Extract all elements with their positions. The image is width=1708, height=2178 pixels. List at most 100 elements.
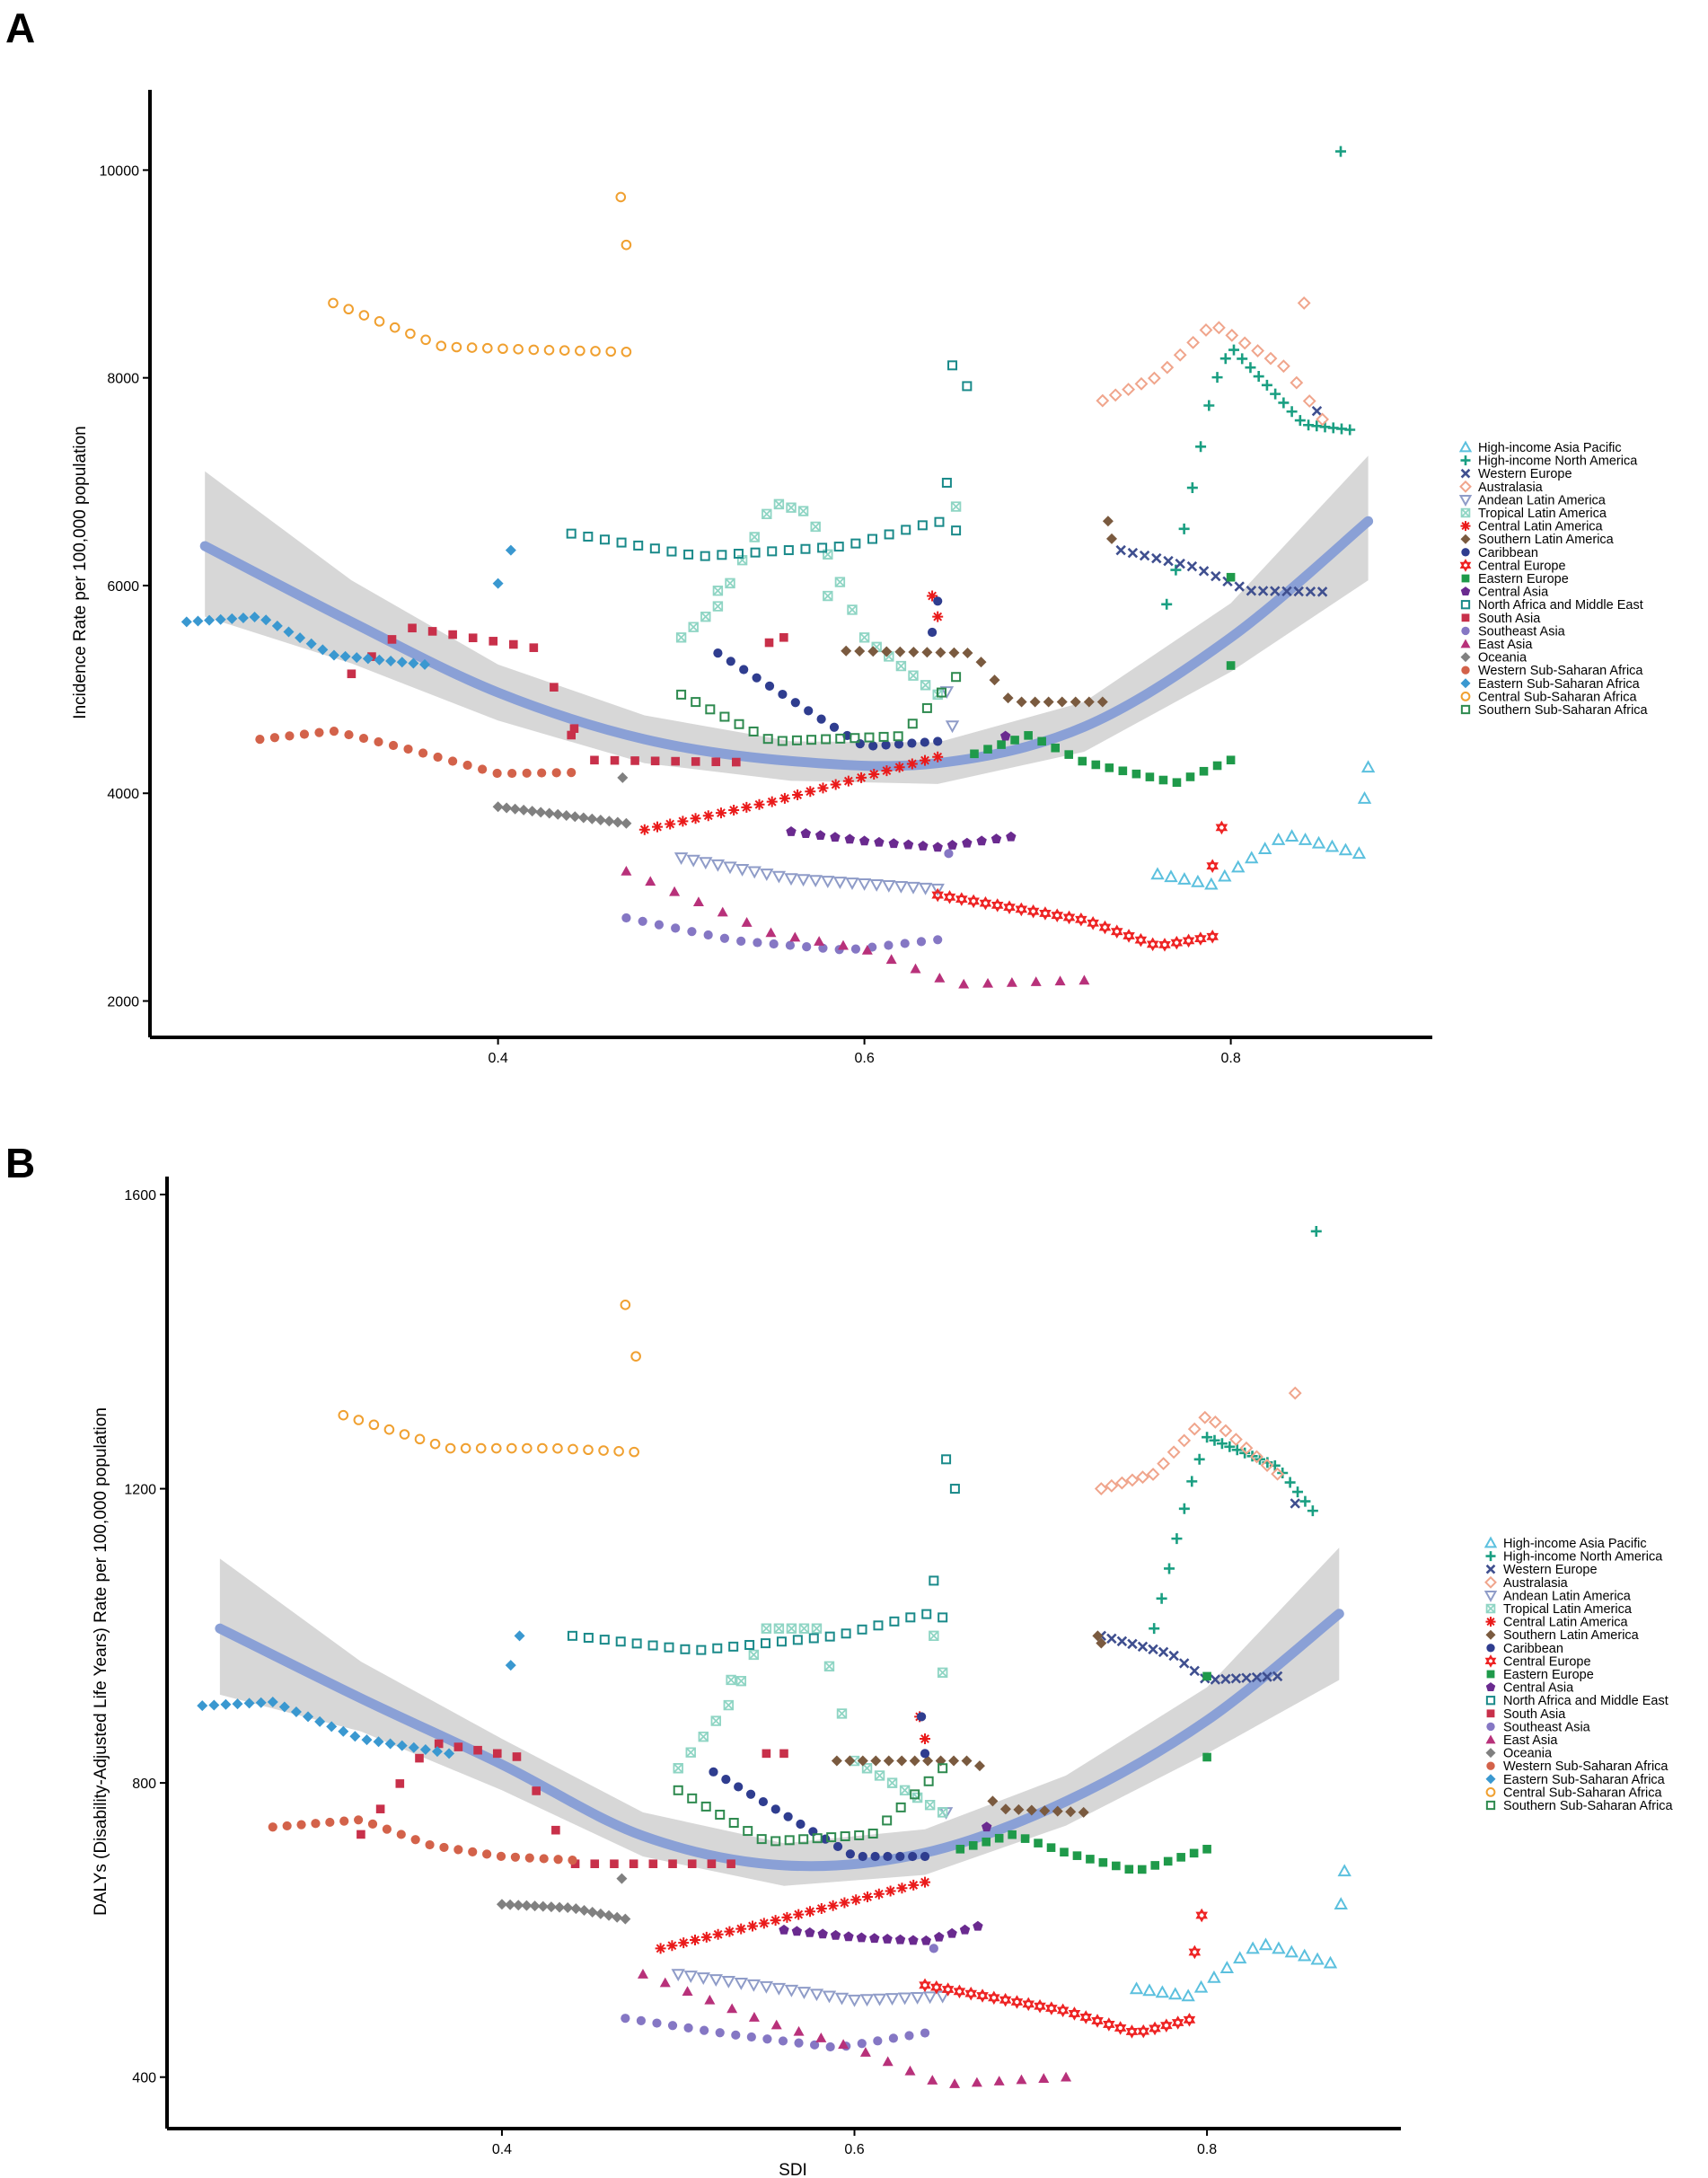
point-southern-latin-america [961, 1755, 973, 1767]
point-oceania [521, 1900, 533, 1911]
point-central-europe [1015, 902, 1028, 917]
y-tick-label: 1600 [124, 1188, 156, 1204]
point-australasia [1225, 328, 1239, 342]
point-tropical-latin-america [723, 1699, 735, 1711]
point-high-income-north-america [1270, 388, 1281, 400]
point-east-asia [1054, 975, 1066, 986]
point-southeast-asia [667, 2021, 678, 2031]
point-eastern-europe [1202, 1845, 1211, 1854]
point-central-latin-america [781, 1911, 793, 1923]
point-central-latin-america [715, 807, 726, 819]
point-central-latin-america [779, 792, 790, 804]
point-southern-latin-america [1083, 696, 1095, 708]
point-high-income-asia-pacific [1357, 790, 1372, 804]
point-central-latin-america [702, 810, 714, 822]
point-central-sub-saharan-africa [399, 1429, 410, 1440]
point-high-income-north-america [1219, 353, 1231, 365]
legend-key-caribbean [1486, 1644, 1495, 1653]
point-southern-latin-america [881, 646, 893, 657]
point-southern-sub-saharan-africa [728, 1818, 739, 1829]
point-southeast-asia [687, 927, 697, 937]
point-australasia [1157, 1457, 1171, 1471]
point-southern-sub-saharan-africa [812, 1833, 823, 1844]
point-north-africa-and-middle-east [616, 537, 627, 548]
point-andean-latin-america [723, 861, 737, 875]
point-high-income-north-america [1278, 397, 1290, 409]
point-southern-sub-saharan-africa [907, 719, 918, 729]
point-central-asia [830, 1929, 841, 1940]
chart-a-trend-line [199, 516, 1374, 772]
series-north-africa-and-middle-east [566, 360, 973, 561]
point-australasia [1237, 336, 1252, 350]
point-southern-sub-saharan-africa [791, 735, 802, 745]
point-tropical-latin-america [924, 1799, 936, 1811]
point-western-europe [1127, 547, 1139, 559]
point-east-asia [982, 977, 994, 988]
point-central-latin-america [677, 816, 689, 827]
point-southeast-asia [671, 923, 681, 933]
legend-label-southern-sub-saharan-africa: Southern Sub-Saharan Africa [1478, 703, 1649, 718]
point-australasia [1316, 412, 1330, 427]
point-andean-latin-america [857, 878, 872, 891]
point-eastern-europe [982, 1837, 991, 1847]
point-southern-sub-saharan-africa [850, 733, 860, 744]
point-southern-sub-saharan-africa [895, 1802, 906, 1812]
point-central-latin-america [830, 779, 841, 790]
legend-label-east-asia: East Asia [1503, 1733, 1558, 1748]
point-western-europe [1257, 586, 1269, 596]
point-central-europe [941, 1982, 955, 1997]
point-caribbean [920, 1749, 930, 1759]
legend-label-tropical-latin-america: Tropical Latin America [1478, 507, 1607, 521]
point-tropical-latin-america [773, 1623, 785, 1634]
point-western-sub-saharan-africa [269, 733, 280, 743]
point-eastern-sub-saharan-africa [232, 1698, 243, 1710]
point-central-latin-america [881, 765, 893, 777]
point-central-sub-saharan-africa [389, 322, 401, 333]
point-western-sub-saharan-africa [314, 727, 324, 737]
point-north-africa-and-middle-east [633, 540, 644, 551]
point-central-latin-america [894, 762, 905, 773]
point-tropical-latin-america [810, 521, 821, 533]
point-south-asia [726, 1859, 735, 1868]
point-central-asia [920, 1935, 932, 1945]
point-central-europe [1026, 904, 1040, 919]
point-oceania [594, 814, 606, 825]
point-southern-latin-america [999, 1803, 1011, 1815]
legend-label-australasia: Australasia [1478, 481, 1544, 495]
series-southeast-asia [621, 849, 954, 955]
point-australasia [1173, 348, 1187, 362]
point-central-latin-america [651, 821, 663, 833]
point-central-asia [908, 1935, 919, 1945]
point-central-europe [943, 890, 956, 904]
point-south-asia [707, 1859, 717, 1868]
point-southern-latin-america [1039, 1805, 1051, 1817]
point-east-asia [645, 876, 656, 886]
point-high-income-asia-pacific [1142, 1983, 1157, 1997]
point-southeast-asia [904, 2031, 914, 2041]
point-east-asia [717, 906, 728, 917]
point-southern-sub-saharan-africa [784, 1835, 795, 1846]
legend-key-andean-latin-america [1458, 495, 1473, 507]
point-southeast-asia [762, 2034, 772, 2044]
x-tick-label: 0.8 [1197, 2142, 1217, 2157]
point-tropical-latin-america [762, 508, 772, 519]
point-andean-latin-america [784, 873, 798, 886]
point-central-europe [1087, 915, 1099, 930]
point-andean-latin-america [671, 1969, 685, 1982]
point-tropical-latin-america [673, 1763, 683, 1774]
point-tropical-latin-america [920, 680, 931, 691]
point-central-europe [1062, 910, 1076, 925]
point-western-europe [1178, 1658, 1190, 1669]
point-southeast-asia [703, 930, 713, 940]
point-eastern-sub-saharan-africa [260, 614, 272, 626]
point-high-income-north-america [1178, 1503, 1190, 1514]
point-andean-latin-america [760, 869, 774, 881]
point-oceania [543, 807, 555, 819]
point-western-sub-saharan-africa [568, 1856, 577, 1865]
point-andean-latin-america [796, 874, 811, 887]
point-south-asia [779, 632, 788, 642]
point-high-income-asia-pacific [1246, 1941, 1260, 1954]
point-oceania [616, 1873, 628, 1884]
legend-key-australasia [1459, 480, 1472, 493]
point-southeast-asia [933, 935, 943, 945]
